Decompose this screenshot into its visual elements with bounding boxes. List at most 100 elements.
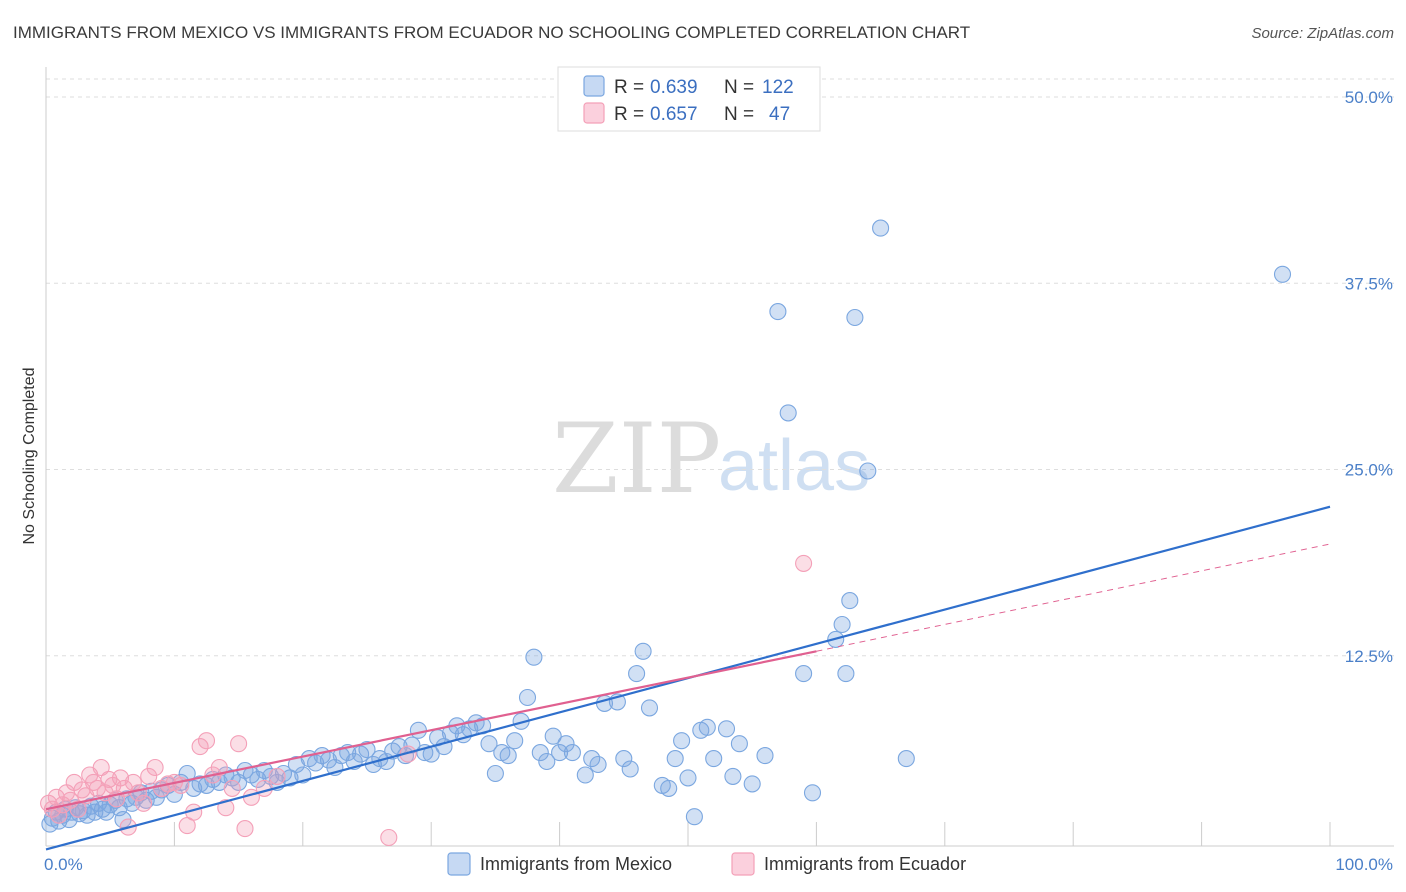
bottom-legend-label-ecuador: Immigrants from Ecuador — [764, 854, 966, 874]
mexico-point — [640, 699, 659, 717]
legend-n-value-mexico: 122 — [762, 77, 794, 98]
y-tick-label: 25.0% — [1345, 461, 1393, 480]
legend-swatch-ecuador — [583, 102, 605, 124]
axes — [45, 67, 1394, 847]
ecuador-point — [69, 800, 87, 818]
legend-swatch-mexico — [583, 75, 605, 97]
mexico-point — [525, 648, 543, 666]
mexico-point — [660, 779, 678, 797]
ecuador-point — [135, 794, 153, 812]
legend-r-value-ecuador: 0.657 — [650, 104, 698, 125]
stats-legend: R = 0.639 N = 122 R = 0.657 N = 47 — [557, 66, 821, 132]
mexico-point — [779, 404, 797, 422]
x-tick-labels: 0.0% 100.0% — [44, 855, 1393, 874]
series-legend: Immigrants from Mexico Immigrants from E… — [447, 852, 966, 876]
mexico-point — [544, 727, 562, 745]
mexico-point — [795, 665, 813, 683]
mexico-point — [409, 721, 427, 739]
mexico-point — [730, 735, 748, 753]
y-tick-labels: 12.5% 25.0% 37.5% 50.0% — [1345, 88, 1393, 666]
mexico-point — [698, 718, 716, 736]
legend-r-label-mexico: R = — [614, 77, 644, 98]
mexico-point — [628, 665, 646, 683]
mexico-point — [1273, 265, 1292, 283]
mexico-point — [679, 769, 697, 787]
ecuador-point — [197, 732, 216, 750]
mexico-point — [666, 750, 684, 768]
chart-source: Source: ZipAtlas.com — [1251, 25, 1394, 42]
mexico-point — [872, 219, 890, 237]
mexico-point — [499, 747, 517, 765]
mexico-point — [576, 766, 594, 784]
y-tick-label: 12.5% — [1345, 647, 1393, 666]
y-axis-label: No Schooling Completed — [21, 368, 38, 545]
mexico-point — [531, 744, 549, 762]
ecuador-point — [140, 767, 158, 785]
mexico-point — [859, 462, 877, 480]
mexico-point — [583, 750, 601, 768]
ecuador-point — [795, 554, 813, 572]
mexico-point — [538, 752, 556, 771]
ecuador-point — [255, 779, 273, 797]
legend-r-label-ecuador: R = — [614, 104, 644, 125]
y-tick-label: 50.0% — [1345, 88, 1393, 107]
watermark-atlas: atlas — [718, 426, 870, 506]
mexico-point — [563, 744, 581, 762]
bottom-legend-swatch-ecuador — [731, 852, 755, 876]
mexico-point — [551, 744, 569, 762]
mexico-point — [191, 775, 209, 793]
x-tick-label-max: 100.0% — [1335, 855, 1393, 874]
mexico-point — [358, 741, 376, 759]
mexico-point — [833, 615, 851, 634]
mexico-point — [589, 755, 607, 774]
mexico-point — [717, 720, 736, 738]
watermark-zip: ZIP — [552, 403, 721, 515]
mexico-point — [897, 750, 915, 768]
y-tick-label: 37.5% — [1345, 274, 1393, 293]
ecuador-point — [217, 799, 235, 817]
ecuador-point — [380, 828, 398, 847]
mexico-point — [557, 735, 575, 753]
mexico-point — [506, 732, 524, 750]
mexico-point — [756, 747, 774, 765]
legend-n-value-ecuador: 47 — [769, 104, 790, 125]
ecuador-point — [210, 758, 228, 777]
ecuador-point — [223, 779, 241, 797]
mexico-point — [705, 750, 723, 768]
bottom-legend-swatch-mexico — [447, 852, 471, 876]
ecuador-trend-extension — [816, 543, 1331, 652]
mexico-point — [249, 770, 267, 788]
mexico-point — [480, 735, 498, 753]
mexico-point — [486, 764, 504, 783]
scatter-points — [40, 219, 1292, 847]
mexico-point — [841, 592, 859, 610]
ecuador-point — [236, 820, 254, 838]
mexico-point — [846, 308, 864, 327]
mexico-point — [518, 688, 537, 707]
grid-lines — [46, 78, 1394, 657]
trend-lines — [45, 505, 1331, 851]
ecuador-trend-line — [45, 650, 817, 811]
mexico-point — [615, 750, 633, 768]
ecuador-point — [146, 758, 164, 777]
mexico-point — [673, 732, 691, 750]
mexico-point — [685, 808, 703, 826]
legend-n-label-mexico: N = — [724, 77, 754, 98]
mexico-point — [837, 665, 855, 683]
mexico-point — [634, 642, 652, 660]
bottom-legend-label-mexico: Immigrants from Mexico — [480, 854, 672, 874]
chart-title: IMMIGRANTS FROM MEXICO VS IMMIGRANTS FRO… — [13, 23, 970, 42]
x-tick-label-min: 0.0% — [44, 855, 83, 874]
mexico-point — [621, 760, 639, 778]
ecuador-point — [92, 758, 110, 777]
mexico-point — [803, 784, 822, 802]
ecuador-point — [268, 767, 286, 785]
legend-n-label-ecuador: N = — [724, 104, 754, 125]
ecuador-point — [191, 738, 209, 756]
mexico-point — [724, 767, 742, 785]
mexico-point — [403, 736, 421, 754]
mexico-point — [743, 775, 761, 793]
ecuador-point — [111, 769, 130, 787]
mexico-point — [769, 303, 787, 321]
